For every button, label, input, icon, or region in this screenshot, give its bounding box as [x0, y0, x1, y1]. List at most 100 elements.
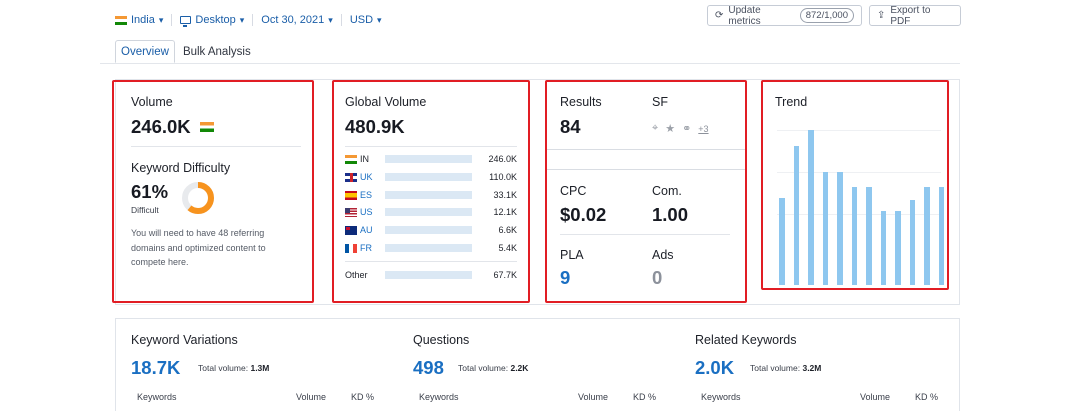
country-row-in[interactable]: IN 246.0K — [345, 153, 517, 165]
column-kd[interactable]: KD % — [633, 392, 657, 402]
india-flag-icon — [115, 15, 127, 25]
trend-bar[interactable] — [808, 130, 814, 285]
country-volume: 6.6K — [498, 225, 517, 235]
column-keywords: Keywords — [701, 392, 741, 402]
kd-description: You will need to have 48 referring domai… — [131, 228, 266, 267]
trend-bar[interactable] — [938, 187, 944, 285]
date-selector[interactable]: Oct 30, 2021 ▾ — [261, 14, 342, 26]
country-row-fr[interactable]: FR 5.4K — [345, 242, 517, 254]
country-row-uk[interactable]: UK 110.0K — [345, 171, 517, 183]
country-row-us[interactable]: US 12.1K — [345, 206, 517, 218]
column-volume[interactable]: Volume — [296, 392, 327, 402]
trend-bar[interactable] — [822, 171, 828, 285]
pla-value[interactable]: 9 — [560, 267, 571, 288]
kd-value: 61% — [131, 181, 169, 202]
pla-label: PLA — [560, 248, 584, 262]
serp-divider-2 — [547, 169, 745, 170]
global-volume-title: Global Volume — [345, 95, 427, 109]
column-keywords: Keywords — [419, 392, 459, 402]
com-value: 1.00 — [652, 204, 689, 225]
trend-bar[interactable] — [779, 198, 785, 285]
questions-title: Questions — [413, 333, 470, 347]
country-volume: 110.0K — [489, 172, 517, 182]
device-selector[interactable]: Desktop ▾ — [180, 14, 254, 27]
cpc-label: CPC — [560, 184, 587, 198]
date-label: Oct 30, 2021 — [261, 14, 325, 26]
sf-label: SF — [652, 95, 668, 109]
ads-label: Ads — [652, 248, 674, 262]
com-label: Com. — [652, 184, 682, 198]
export-label: Export to PDF — [890, 4, 931, 27]
serp-metrics-card — [545, 80, 747, 303]
keyword-variations-total: Total volume: 1.3M — [198, 363, 269, 373]
trend-bar[interactable] — [924, 187, 930, 285]
total-value: 2.2K — [510, 363, 529, 373]
other-divider — [345, 261, 517, 262]
volume-title: Volume — [131, 95, 173, 109]
trend-bar[interactable] — [866, 187, 872, 285]
trend-bar[interactable] — [909, 199, 915, 285]
keyword-variations-title: Keyword Variations — [131, 333, 238, 347]
trend-gridline — [777, 130, 941, 131]
questions-count[interactable]: 498 — [413, 357, 444, 378]
column-volume[interactable]: Volume — [860, 392, 891, 402]
results-value: 84 — [560, 116, 581, 137]
update-metrics-label: Update metrics — [728, 4, 761, 27]
trend-bar[interactable] — [793, 145, 799, 285]
volume-card — [112, 80, 314, 303]
results-label: Results — [560, 95, 602, 109]
update-metrics-button[interactable]: ⟳ Update metrics 872/1,000 — [707, 4, 862, 27]
currency-selector[interactable]: USD ▾ — [350, 14, 390, 26]
export-pdf-button[interactable]: ⇪ Export to PDF — [869, 4, 961, 27]
us-flag-icon — [345, 207, 357, 217]
trend-chart — [777, 130, 944, 285]
country-row-au[interactable]: AU 6.6K — [345, 224, 517, 236]
trend-bar[interactable] — [837, 171, 843, 285]
volume-value: 246.0K — [131, 116, 191, 137]
filter-bar: India ▾ Desktop ▾ Oct 30, 2021 ▾ USD ▾ — [115, 9, 398, 31]
country-code: ES — [360, 190, 373, 200]
global-volume-value: 480.9K — [345, 116, 405, 137]
star-icon[interactable]: ★ — [665, 123, 676, 135]
country-volume-bar — [385, 155, 472, 163]
tab-bulk-analysis[interactable]: Bulk Analysis — [182, 45, 251, 58]
trend-gridline — [777, 172, 941, 173]
currency-label: USD — [349, 14, 374, 26]
country-volume: 5.4K — [498, 243, 517, 253]
related-keywords-count[interactable]: 2.0K — [695, 357, 735, 378]
australia-flag-icon — [345, 225, 357, 235]
total-label: Total volume: — [458, 363, 509, 373]
volume-divider — [131, 146, 301, 147]
country-volume: 12.1K — [493, 207, 517, 217]
column-kd[interactable]: KD % — [915, 392, 939, 402]
more-features-link[interactable]: +3 — [698, 123, 709, 134]
other-volume-bar — [385, 271, 472, 279]
france-flag-icon — [345, 243, 357, 253]
column-volume[interactable]: Volume — [578, 392, 609, 402]
trend-bar[interactable] — [895, 210, 901, 285]
country-volume-bar — [385, 191, 472, 199]
column-kd[interactable]: KD % — [351, 392, 375, 402]
kd-title: Keyword Difficulty — [131, 161, 231, 175]
column-keywords: Keywords — [137, 392, 177, 402]
link-icon[interactable]: ⚭ — [682, 123, 692, 135]
india-flag-icon — [345, 154, 357, 164]
database-label: India — [131, 14, 155, 26]
country-row-es[interactable]: ES 33.1K — [345, 189, 517, 201]
tab-overview[interactable]: Overview — [115, 40, 175, 63]
location-pin-icon[interactable]: ⌖ — [652, 122, 659, 134]
country-volume: 246.0K — [488, 154, 517, 164]
keyword-variations-count[interactable]: 18.7K — [131, 357, 181, 378]
country-volume-bar — [385, 226, 472, 234]
database-selector[interactable]: India ▾ — [115, 14, 173, 26]
trend-bar[interactable] — [880, 210, 886, 285]
spain-flag-icon — [345, 190, 357, 200]
total-value: 1.3M — [250, 363, 270, 373]
country-code: IN — [360, 154, 369, 164]
other-label: Other — [345, 270, 368, 280]
related-keywords-total: Total volume: 3.2M — [750, 363, 821, 373]
related-keywords-title: Related Keywords — [695, 333, 797, 347]
country-code: US — [360, 207, 373, 217]
trend-bar[interactable] — [851, 187, 857, 285]
trend-card — [761, 80, 949, 290]
